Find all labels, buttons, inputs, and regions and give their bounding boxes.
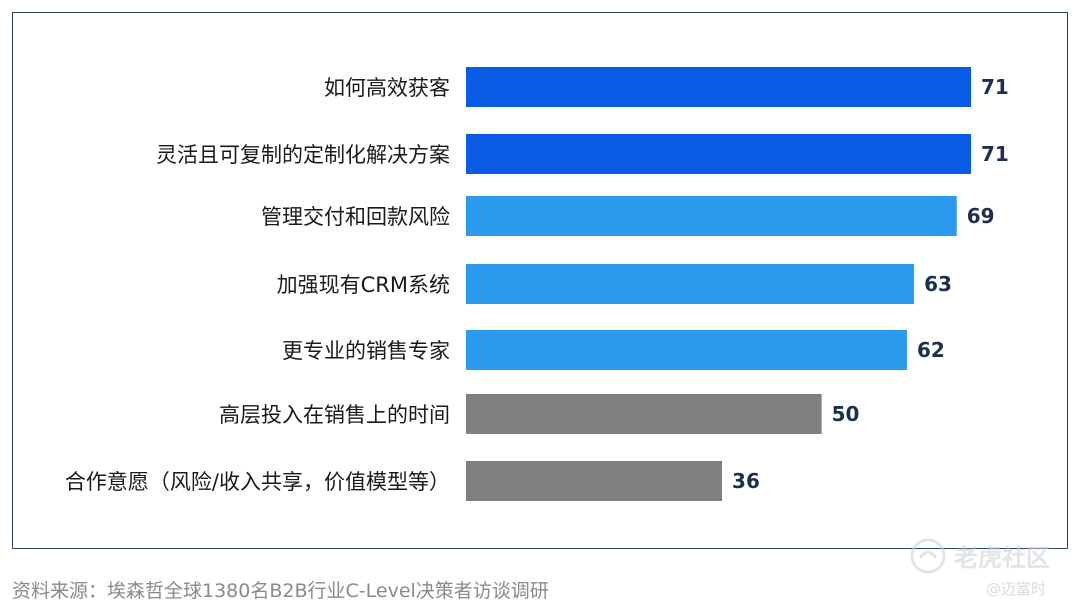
value-label-3: 69 (967, 204, 995, 228)
watermark-handle: @迈富时 (986, 580, 1047, 598)
category-label-7: 合作意愿（风险/收入共享，价值模型等） (65, 470, 450, 494)
value-label-2: 71 (981, 142, 1009, 166)
value-label-5: 62 (917, 338, 945, 362)
bar-4 (466, 264, 915, 304)
bar-7 (466, 461, 723, 501)
source-note: 资料来源：埃森哲全球1380名B2B行业C-Level决策者访谈调研 (12, 580, 549, 602)
category-label-6: 高层投入在销售上的时间 (219, 403, 450, 427)
value-label-7: 36 (732, 469, 760, 493)
category-label-2: 灵活且可复制的定制化解决方案 (156, 143, 450, 167)
bar-3 (466, 196, 957, 236)
watermark-logo-icon (910, 538, 946, 574)
bar-5 (466, 330, 907, 370)
category-label-5: 更专业的销售专家 (282, 339, 450, 363)
category-label-3: 管理交付和回款风险 (261, 205, 450, 229)
bar-1 (466, 67, 971, 107)
value-label-6: 50 (832, 402, 860, 426)
bar-6 (466, 394, 822, 434)
category-label-1: 如何高效获客 (324, 76, 450, 100)
watermark: 老虎社区 @迈富时 (906, 534, 1066, 604)
category-label-4: 加强现有CRM系统 (277, 273, 450, 297)
watermark-text: 老虎社区 (954, 544, 1050, 572)
value-label-1: 71 (981, 75, 1009, 99)
bar-2 (466, 134, 971, 174)
value-label-4: 63 (924, 272, 952, 296)
